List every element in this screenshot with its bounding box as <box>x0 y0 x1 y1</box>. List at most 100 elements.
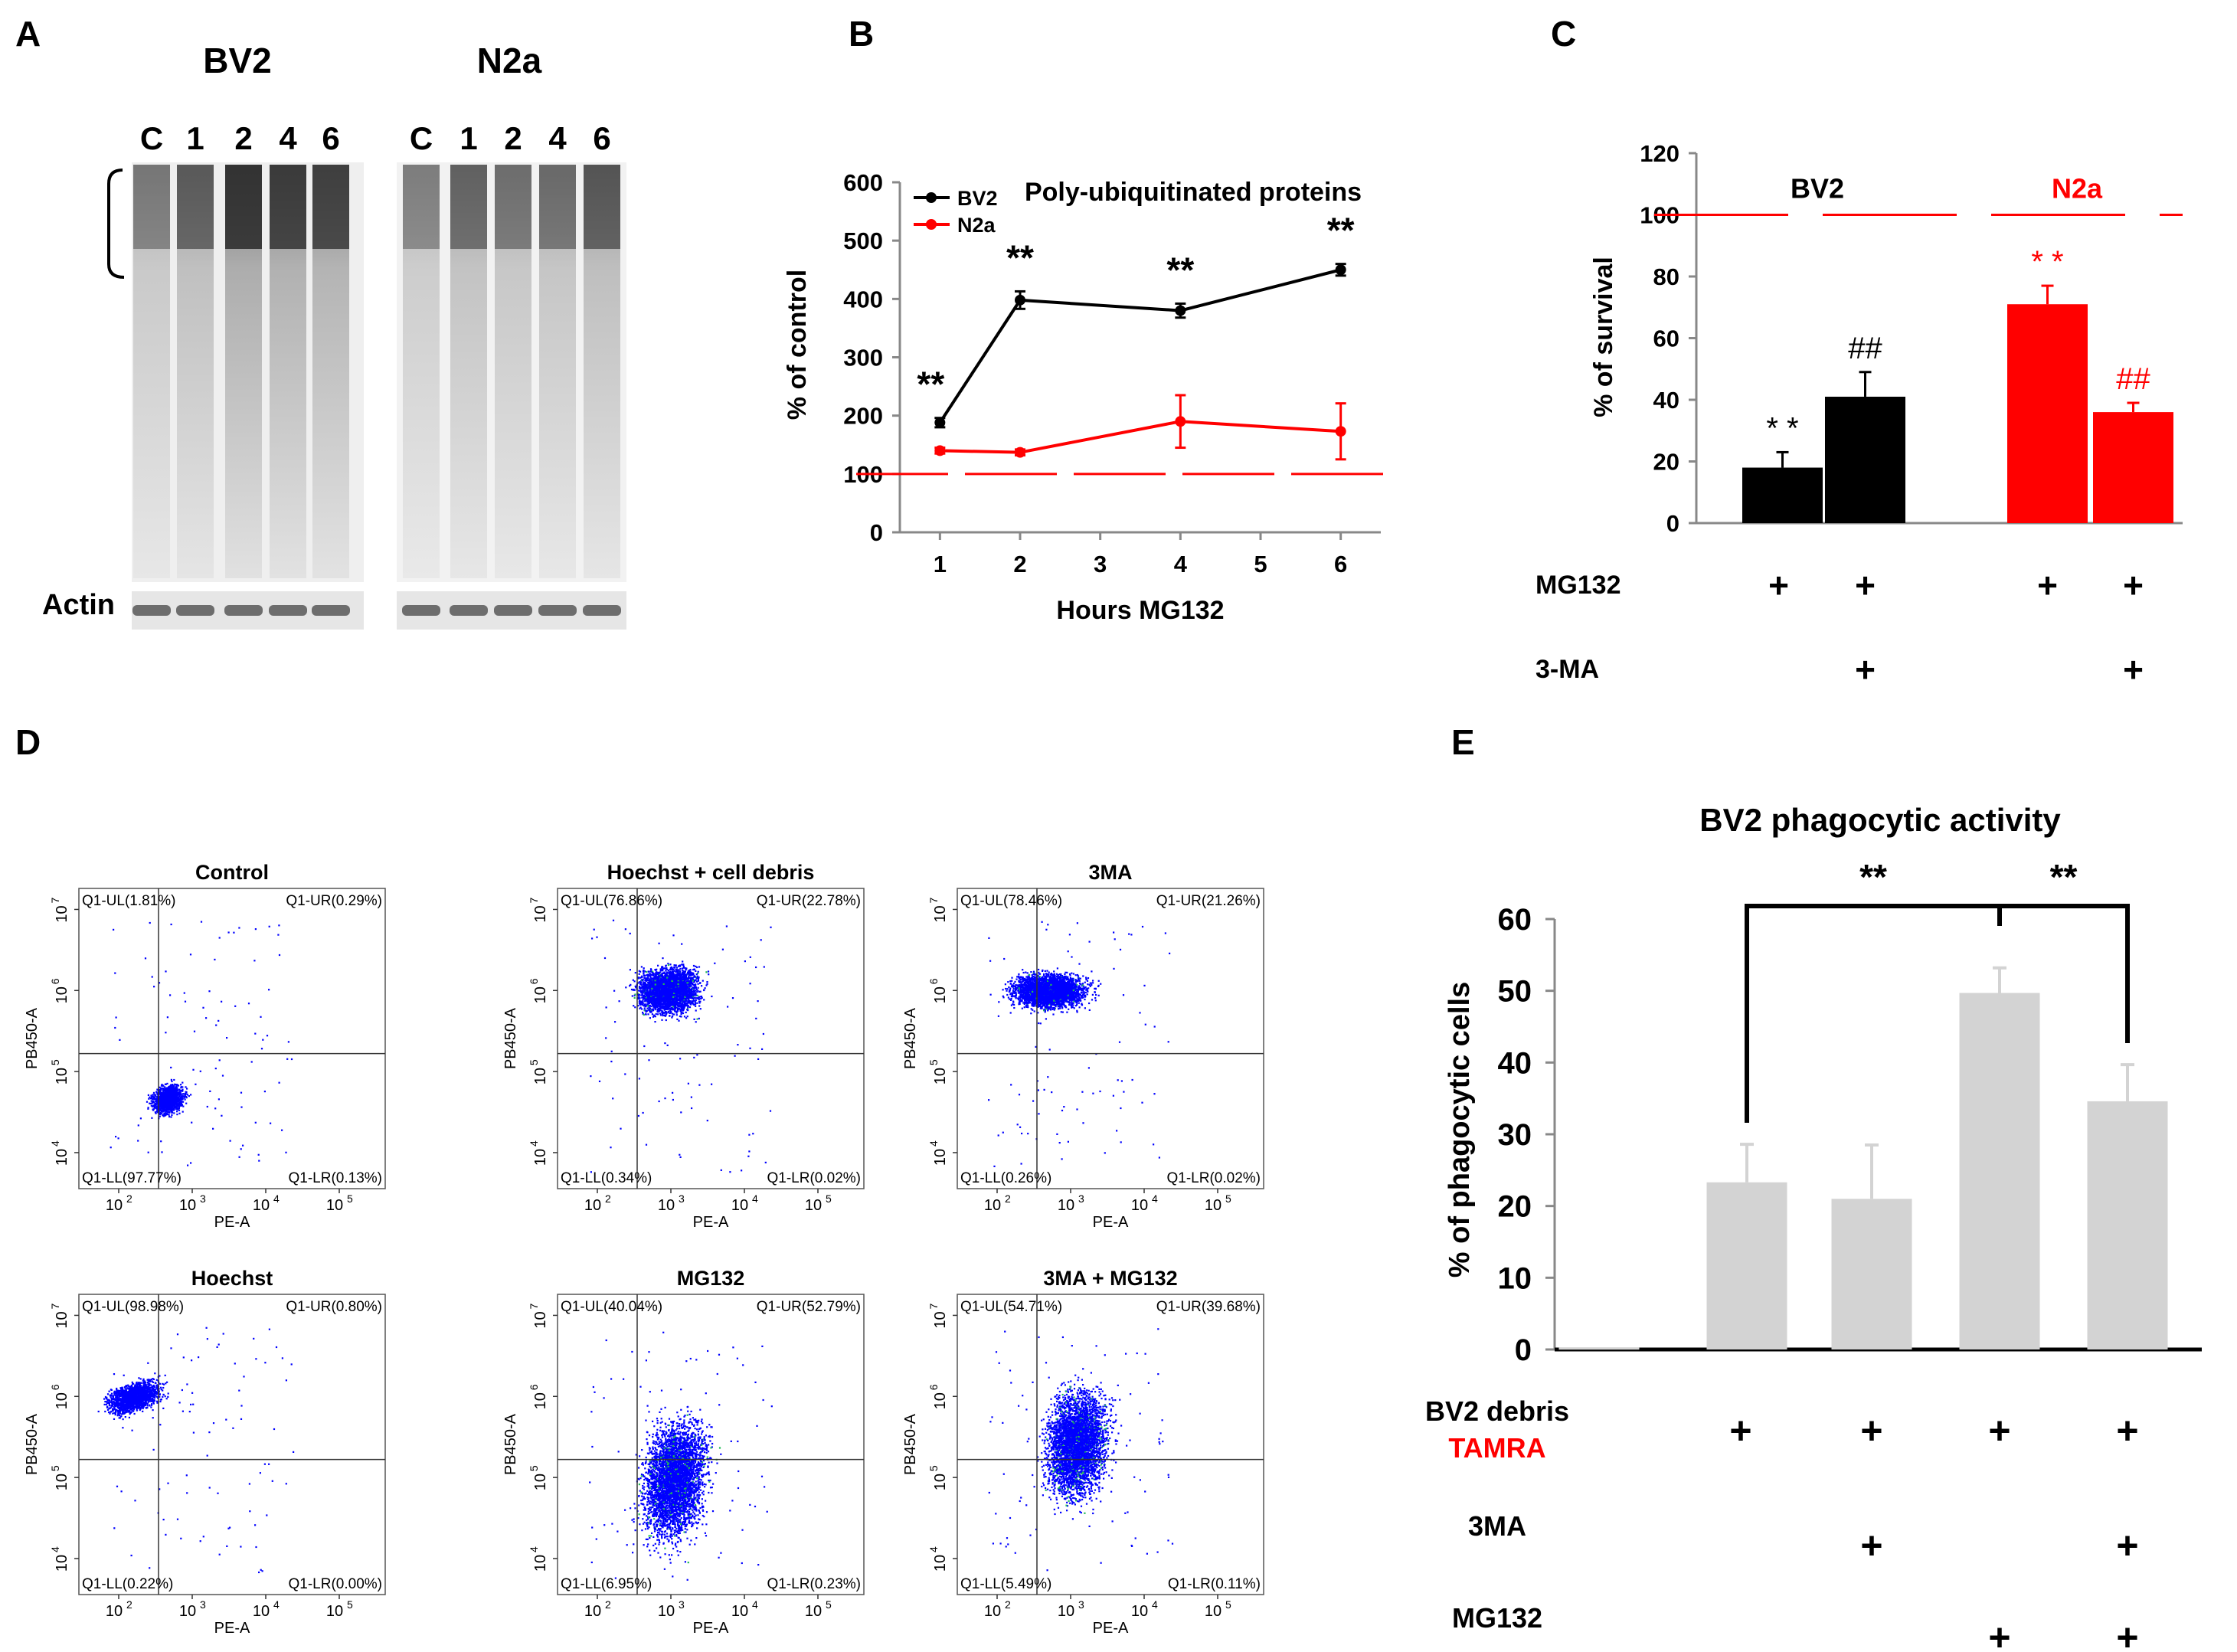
flow-event <box>655 1007 657 1009</box>
flow-event <box>266 1035 269 1037</box>
flow-event <box>686 1016 688 1018</box>
flow-event <box>652 980 655 982</box>
flow-event <box>151 976 153 978</box>
flow-event <box>180 1094 182 1096</box>
flow-event <box>182 1095 185 1098</box>
flow-event <box>697 980 700 982</box>
flow-event <box>240 1106 243 1108</box>
flow-event <box>163 1089 165 1091</box>
flow-event <box>690 977 692 980</box>
flow-event <box>669 1015 671 1017</box>
flow-event <box>693 968 695 970</box>
chart-c-treatment-label: 3-MA <box>1535 655 1599 684</box>
flow-event <box>699 990 702 993</box>
flow-event <box>175 1084 178 1086</box>
blot-lane-top-band <box>495 165 531 249</box>
flow-event <box>678 998 680 1000</box>
flow-event <box>674 976 676 979</box>
flow-event <box>701 985 703 987</box>
flow-event <box>647 1009 649 1011</box>
flow-event <box>185 1091 187 1093</box>
flow-event <box>652 973 654 975</box>
flow-event <box>178 1094 181 1098</box>
chart-c-ytick-label: 120 <box>1640 140 1679 167</box>
flow-event <box>278 1081 280 1084</box>
flow-event <box>209 1090 211 1092</box>
flow-event <box>641 976 643 978</box>
flow-ytick-label-group: 105 <box>49 1059 70 1084</box>
flow-event <box>698 1002 701 1004</box>
chart-b-xtick-label: 2 <box>1013 551 1026 577</box>
flow-event <box>633 989 636 991</box>
flow-event <box>254 1121 257 1124</box>
flow-event <box>150 1104 152 1107</box>
flow-event <box>686 997 688 999</box>
flow-event <box>155 1101 158 1104</box>
flow-event <box>165 1090 167 1092</box>
flow-event <box>681 967 684 970</box>
flow-event <box>166 1097 168 1099</box>
flow-event <box>673 979 675 981</box>
flow-event <box>671 982 673 984</box>
lane-label: C <box>410 120 433 156</box>
flow-event <box>160 1091 162 1094</box>
flow-event <box>171 1104 173 1106</box>
flow-event <box>180 1104 183 1107</box>
flow-event <box>673 981 675 983</box>
flow-event <box>174 1103 176 1105</box>
flow-event <box>168 1093 170 1095</box>
flow-event <box>154 1105 156 1108</box>
flow-event <box>185 1086 187 1088</box>
flow-event <box>172 1091 174 1094</box>
flow-event <box>682 970 684 972</box>
flow-event <box>166 1107 168 1109</box>
flow-event <box>167 1095 169 1098</box>
flow-event <box>652 1014 656 1016</box>
flow-event <box>695 1005 697 1007</box>
flow-event <box>177 1103 179 1105</box>
flow-event <box>180 1101 182 1103</box>
lane-label: C <box>140 120 163 156</box>
flow-event <box>685 1017 688 1019</box>
chart-b-xtick-label: 1 <box>934 551 947 577</box>
flow-event <box>180 1090 182 1092</box>
flow-event <box>667 963 669 967</box>
flow-event <box>658 992 660 994</box>
flow-event <box>164 1102 166 1105</box>
flow-event <box>229 1140 231 1142</box>
flow-event <box>155 1104 157 1107</box>
flow-event <box>149 1102 152 1104</box>
flow-event <box>162 1111 164 1113</box>
flow-event <box>286 1058 289 1060</box>
flow-event <box>653 1003 656 1005</box>
flow-event <box>648 1002 650 1005</box>
flow-event <box>192 1068 195 1071</box>
flow-event <box>647 1013 649 1016</box>
flow-event <box>666 998 669 1000</box>
flow-event <box>681 1006 683 1009</box>
lane-label: 6 <box>593 120 610 156</box>
flow-event <box>678 1019 680 1022</box>
flow-event <box>179 1101 182 1104</box>
flow-event <box>638 1003 641 1005</box>
flow-event <box>680 990 682 993</box>
flow-event <box>160 1084 163 1087</box>
flow-event <box>179 1098 182 1100</box>
flow-event <box>697 972 699 975</box>
flow-event <box>696 975 698 977</box>
flow-event <box>656 998 659 1000</box>
flow-event <box>653 976 656 979</box>
flow-event <box>160 1110 162 1112</box>
blot-lane-smear <box>403 165 440 578</box>
flow-event <box>285 1151 287 1153</box>
panel-letter-a: A <box>15 14 41 54</box>
flow-event <box>649 1000 651 1003</box>
flow-event <box>175 1104 178 1106</box>
flow-event <box>662 966 664 968</box>
flow-event <box>676 1018 679 1020</box>
flow-event <box>645 1003 647 1006</box>
flow-event <box>675 979 678 981</box>
flow-event <box>162 1115 165 1117</box>
flow-event <box>679 965 681 967</box>
flow-event <box>165 1098 167 1101</box>
